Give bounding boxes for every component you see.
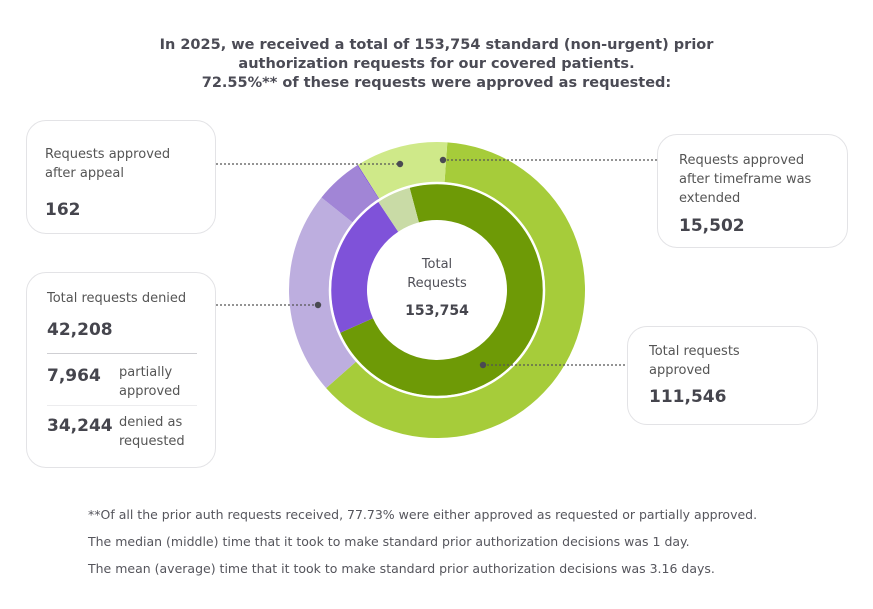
card-total-denied: Total requests denied 42,208 7,964 parti… [26,272,216,468]
inner-slice-partially-approved [378,187,419,232]
denied-label: denied as [119,415,183,430]
inner-slice-total-requests-approved [340,183,543,397]
footnotes: **Of all the prior auth requests receive… [88,505,757,586]
outer-ring [289,142,586,438]
card-label: extended [679,191,741,206]
divider [47,353,197,354]
denied-row: 34,244 denied as requested [47,413,195,451]
card-label: Total requests denied [47,291,187,306]
outer-slice-denied-as-requested [289,197,357,389]
center-total-value: 153,754 [405,303,469,319]
inner-ring [331,183,543,397]
ring-separator [328,181,546,399]
connector-dot [439,156,447,164]
partial-label: partially [119,365,173,380]
connector-lines [216,159,657,366]
center-label-line-2: Requests [407,276,467,291]
card-label: Requests approved [45,147,171,162]
outer-slice-requests-approved-after-appeal [357,164,380,200]
footnote-median-time: The median (middle) time that it took to… [88,534,690,549]
partial-value: 7,964 [47,366,101,386]
card-label: after appeal [45,166,124,181]
card-label: approved [649,363,711,378]
card-value: 162 [45,200,81,220]
title-line-2: authorization requests for our covered p… [238,56,635,72]
divider [47,405,197,406]
chart-title: In 2025, we received a total of 153,754 … [0,36,873,93]
card-approved-after-appeal: Requests approved after appeal 162 [26,120,216,234]
title-line-3: 72.55%** of these requests were approved… [201,75,672,91]
card-value: 42,208 [47,320,113,340]
center-label-line-1: Total [421,257,452,272]
footnote-approval-rate: **Of all the prior auth requests receive… [88,507,758,522]
card-label: Requests approved [679,153,805,168]
title-line-1: In 2025, we received a total of 153,754 … [159,37,714,53]
partial-row: 7,964 partially approved [47,363,195,401]
outer-slice-partially-approved [321,165,379,223]
partial-label: approved [119,384,181,399]
footnote-mean-time: The mean (average) time that it took to … [88,561,715,576]
card-approved-after-extension: Requests approved after timeframe was ex… [657,134,848,248]
card-label: Total requests [649,344,740,359]
denied-label: requested [119,434,185,449]
outer-slice-approved-other [326,142,586,438]
connector-dots [314,156,487,369]
card-label: after timeframe was [679,172,812,187]
card-total-approved: Total requests approved 111,546 [627,326,818,425]
denied-value: 34,244 [47,416,113,436]
connector-dot [396,160,404,168]
card-value: 111,546 [649,387,727,407]
inner-slice-denied-as-requested [331,201,399,333]
connector-dot [479,361,487,369]
connector-dot [314,301,322,309]
card-value: 15,502 [679,216,745,236]
outer-slice-requests-approved-after-timeframe-was-extended [357,142,448,199]
